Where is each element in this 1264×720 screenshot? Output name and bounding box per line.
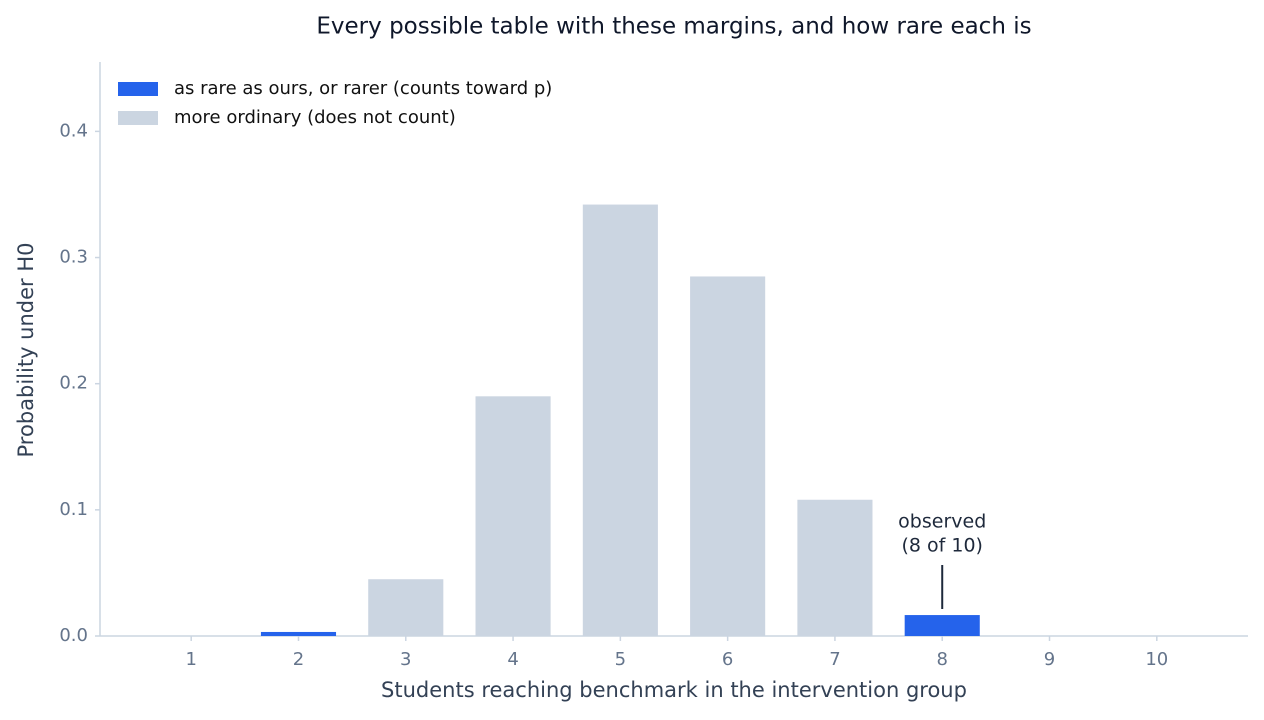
x-axis-label: Students reaching benchmark in the inter… (381, 678, 967, 702)
chart-title: Every possible table with these margins,… (316, 14, 1031, 40)
legend-swatch (118, 82, 158, 96)
bar (260, 631, 337, 636)
x-tick-label: 1 (185, 649, 196, 670)
bar (475, 396, 551, 636)
legend-label: as rare as ours, or rarer (counts toward… (174, 78, 552, 99)
bar (797, 499, 873, 636)
bar (368, 579, 444, 636)
x-tick-label: 7 (829, 649, 840, 670)
x-tick-label: 2 (293, 649, 304, 670)
annotation-text: observed (898, 511, 986, 533)
x-tick-label: 4 (507, 649, 518, 670)
y-tick-label: 0.4 (59, 120, 88, 141)
x-tick-label: 3 (400, 649, 411, 670)
x-tick-label: 6 (722, 649, 733, 670)
y-axis-label: Probability under H0 (14, 242, 38, 457)
x-tick-label: 9 (1044, 649, 1055, 670)
y-tick-label: 0.2 (59, 373, 88, 394)
x-tick-label: 10 (1145, 649, 1168, 670)
legend-swatch (118, 111, 158, 125)
x-tick-label: 5 (615, 649, 626, 670)
y-tick-label: 0.1 (59, 499, 88, 520)
y-tick-label: 0.3 (59, 247, 88, 268)
legend-label: more ordinary (does not count) (174, 107, 456, 128)
bar (904, 615, 980, 636)
bar (582, 204, 658, 637)
y-tick-label: 0.0 (59, 625, 88, 646)
annotation-text: (8 of 10) (901, 535, 982, 557)
bar (690, 276, 766, 636)
x-tick-label: 8 (936, 649, 947, 670)
